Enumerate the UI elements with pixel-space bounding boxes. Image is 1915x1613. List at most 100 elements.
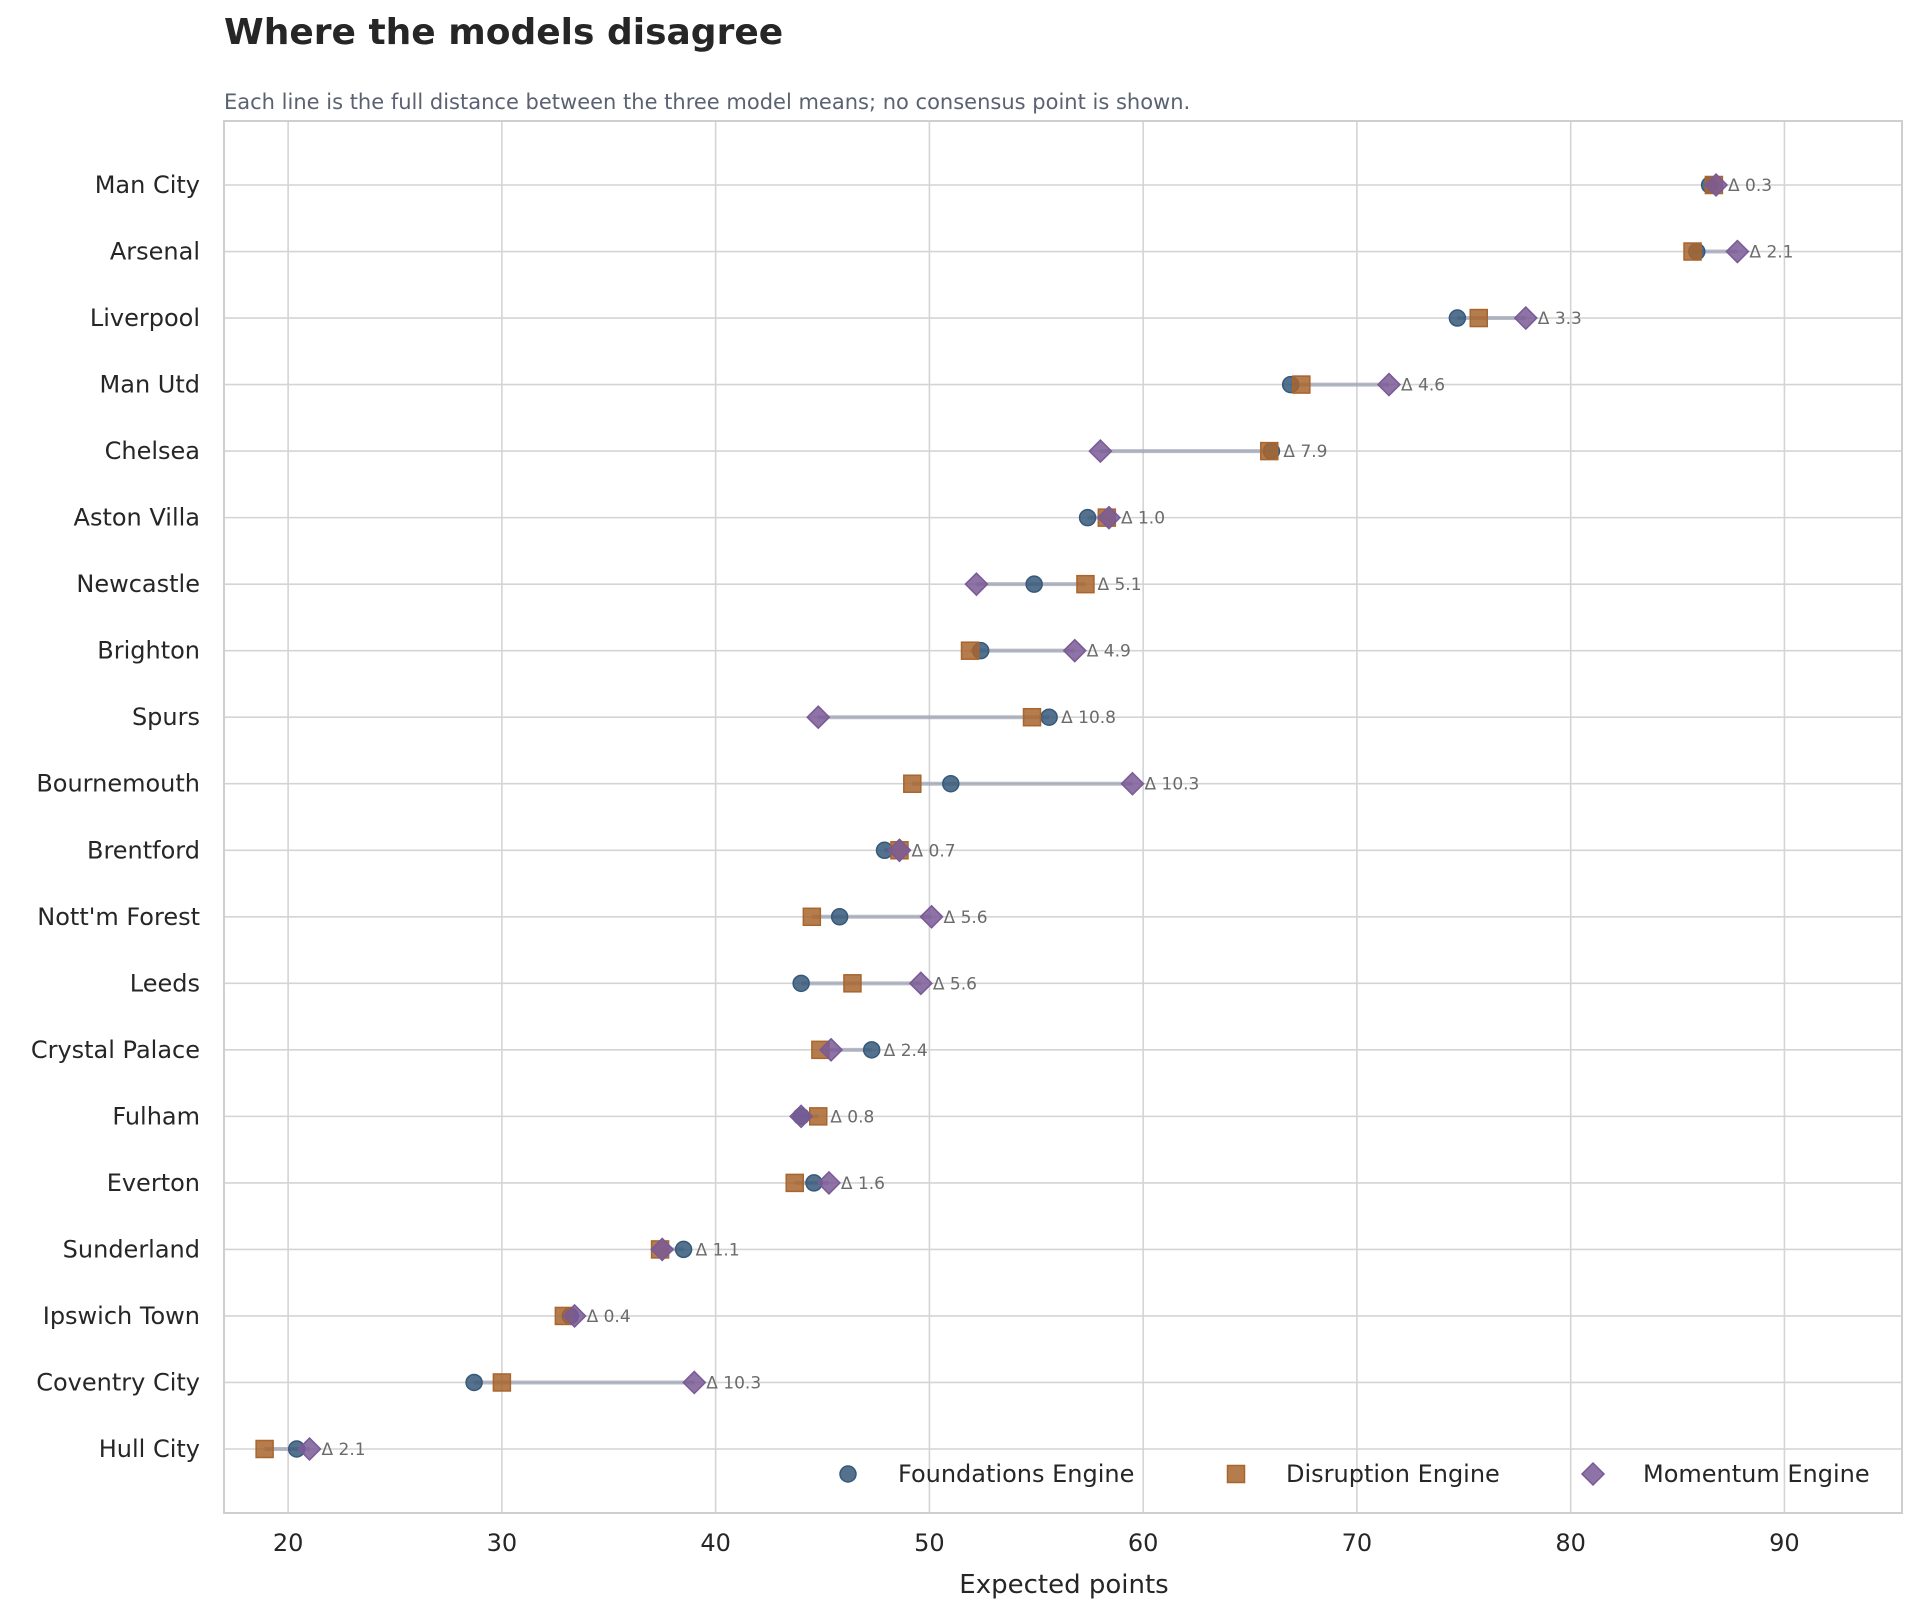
square-marker bbox=[1683, 242, 1702, 261]
legend-label: Disruption Engine bbox=[1286, 1460, 1500, 1488]
delta-label: Δ 1.6 bbox=[841, 1174, 885, 1194]
square-marker bbox=[843, 974, 862, 993]
y-tick-label: Hull City bbox=[99, 1435, 200, 1463]
delta-label: Δ 10.3 bbox=[1144, 775, 1199, 795]
x-tick-label: 40 bbox=[700, 1529, 731, 1557]
diamond-marker bbox=[1120, 771, 1145, 796]
delta-labels: Δ 0.3 Δ 2.1 Δ 3.3 Δ 4.6 Δ 7.9 Δ 1.0 Δ 5.1 Δ 4.9… bbox=[322, 176, 1794, 1460]
diamond-marker bbox=[1062, 638, 1087, 663]
y-tick-label: Sunderland bbox=[63, 1235, 200, 1263]
delta-label: Δ 0.3 bbox=[1728, 176, 1772, 196]
circle-marker bbox=[674, 1240, 693, 1259]
delta-label: Δ 10.8 bbox=[1061, 708, 1116, 728]
square-marker bbox=[1260, 441, 1279, 461]
delta-label: Δ 5.6 bbox=[933, 974, 977, 994]
diamond-marker bbox=[816, 1170, 841, 1195]
y-tick-label: Fulham bbox=[112, 1102, 200, 1130]
square-marker bbox=[960, 641, 980, 660]
y-tick-label: Man Utd bbox=[100, 371, 200, 399]
square-marker bbox=[1469, 308, 1489, 328]
diamond-marker bbox=[919, 904, 944, 929]
circle-marker bbox=[1078, 508, 1097, 527]
delta-label: Δ 5.6 bbox=[944, 908, 988, 928]
legend-square-marker bbox=[1226, 1464, 1246, 1484]
diamond-marker bbox=[1513, 305, 1538, 331]
x-axis-label: Expected points bbox=[959, 1570, 1168, 1600]
diamond-marker bbox=[887, 838, 912, 863]
legend-label: Foundations Engine bbox=[898, 1460, 1134, 1488]
diamond-marker bbox=[1088, 439, 1113, 464]
delta-label: Δ 0.4 bbox=[587, 1307, 631, 1327]
delta-label: Δ 10.3 bbox=[706, 1373, 761, 1393]
range-lines bbox=[264, 183, 1738, 1451]
chart-subtitle: Each line is the full distance between t… bbox=[224, 90, 1190, 114]
delta-label: Δ 4.9 bbox=[1087, 642, 1131, 662]
diamond-marker bbox=[562, 1303, 587, 1329]
plot-frame bbox=[223, 120, 1903, 1514]
y-tick-label: Leeds bbox=[130, 969, 200, 997]
delta-label: Δ 4.6 bbox=[1401, 376, 1445, 396]
diamond-marker bbox=[964, 572, 989, 597]
y-tick-label: Ipswich Town bbox=[43, 1302, 200, 1330]
diamond-marker bbox=[1096, 505, 1122, 530]
x-tick-label: 50 bbox=[914, 1529, 945, 1557]
y-tick-label: Nott'm Forest bbox=[37, 903, 200, 931]
circle-marker bbox=[862, 1041, 881, 1059]
delta-label: Δ 2.1 bbox=[1749, 243, 1793, 263]
circle-marker bbox=[1448, 309, 1467, 327]
x-tick-label: 60 bbox=[1128, 1529, 1159, 1557]
y-tick-label: Brentford bbox=[87, 836, 200, 864]
delta-label: Δ 2.4 bbox=[884, 1041, 928, 1061]
diamond-marker bbox=[819, 1037, 844, 1062]
x-tick-label: 90 bbox=[1769, 1529, 1800, 1557]
y-tick-label: Brighton bbox=[97, 637, 200, 665]
x-tick-label: 20 bbox=[273, 1529, 304, 1557]
circle-marker bbox=[942, 774, 960, 793]
delta-label: Δ 3.3 bbox=[1538, 309, 1582, 329]
circle-marker bbox=[465, 1373, 483, 1392]
x-tick-label: 80 bbox=[1555, 1529, 1586, 1557]
circle-marker bbox=[1025, 575, 1043, 593]
legend: Foundations Engine Disruption Engine Momen… bbox=[839, 1460, 1870, 1488]
delta-label: Δ 1.0 bbox=[1121, 509, 1165, 529]
diamond-marker bbox=[1703, 172, 1729, 198]
square-marker bbox=[802, 907, 822, 927]
tick-labels: 20 30 40 50 60 70 80 90 Man City Arsenal Liverpool… bbox=[31, 171, 1800, 1557]
square-marker bbox=[255, 1439, 274, 1459]
diamond-marker bbox=[1725, 239, 1750, 264]
legend-circle-marker bbox=[839, 1465, 857, 1483]
circle-marker bbox=[830, 908, 849, 926]
diamond-marker bbox=[1376, 372, 1402, 397]
legend-label: Momentum Engine bbox=[1643, 1460, 1870, 1488]
circle-marker bbox=[792, 974, 810, 993]
square-marker bbox=[1076, 574, 1095, 594]
square-marker bbox=[492, 1373, 512, 1392]
y-tick-label: Arsenal bbox=[110, 238, 200, 266]
grid-layer bbox=[224, 121, 1902, 1513]
y-tick-label: Chelsea bbox=[105, 437, 200, 465]
delta-label: Δ 5.1 bbox=[1097, 575, 1141, 595]
y-tick-label: Liverpool bbox=[90, 304, 200, 332]
y-tick-label: Man City bbox=[95, 171, 200, 199]
legend-diamond-marker bbox=[1580, 1461, 1606, 1487]
data-markers bbox=[255, 172, 1750, 1462]
delta-label: Δ 0.8 bbox=[830, 1107, 874, 1127]
diamond-marker bbox=[297, 1436, 322, 1462]
delta-label: Δ 2.1 bbox=[322, 1440, 366, 1460]
square-marker bbox=[903, 774, 922, 793]
delta-label: Δ 7.9 bbox=[1283, 442, 1327, 462]
x-tick-label: 70 bbox=[1342, 1529, 1373, 1557]
delta-label: Δ 0.7 bbox=[911, 841, 955, 861]
x-tick-label: 30 bbox=[487, 1529, 518, 1557]
square-marker bbox=[1292, 375, 1311, 394]
delta-label: Δ 1.1 bbox=[696, 1240, 740, 1260]
y-tick-label: Coventry City bbox=[36, 1368, 200, 1396]
diamond-marker bbox=[806, 705, 831, 730]
y-tick-label: Bournemouth bbox=[36, 770, 200, 798]
square-marker bbox=[1022, 707, 1042, 727]
y-tick-label: Everton bbox=[107, 1169, 200, 1197]
y-tick-label: Crystal Palace bbox=[31, 1036, 200, 1064]
square-marker bbox=[785, 1173, 804, 1193]
